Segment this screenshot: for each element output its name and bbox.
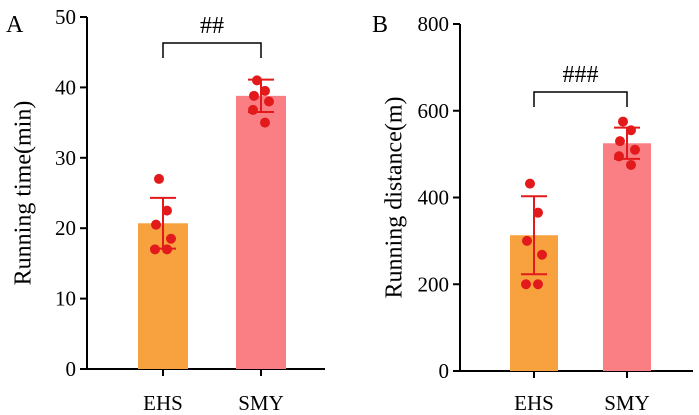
data-point (260, 117, 270, 128)
data-point (533, 279, 543, 290)
data-point (162, 205, 172, 216)
data-point (260, 85, 270, 96)
data-point (162, 244, 172, 255)
data-point (525, 178, 535, 189)
panel-label: A (6, 12, 24, 38)
x-tick-label: SMY (604, 391, 650, 415)
data-point (249, 90, 259, 101)
data-point (522, 235, 532, 246)
y-tick-label: 50 (55, 5, 76, 29)
data-point (154, 173, 164, 184)
y-tick-label: 200 (418, 272, 450, 296)
y-tick-label: 10 (55, 287, 76, 311)
significance-label: ## (200, 13, 224, 39)
data-point (618, 116, 628, 127)
y-axis-label: Running time(min) (10, 101, 36, 286)
y-tick-label: 800 (418, 12, 450, 36)
panel-label: B (372, 12, 388, 38)
data-point (533, 207, 543, 218)
y-tick-label: 20 (55, 216, 76, 240)
data-point (252, 75, 262, 86)
data-point (166, 233, 176, 244)
data-point (614, 151, 624, 162)
bar-smy (603, 143, 651, 371)
significance-bracket (533, 91, 628, 107)
y-axis-label: Running distance(m) (381, 97, 407, 299)
bar-smy (236, 95, 286, 370)
data-point (264, 96, 274, 107)
data-point (630, 144, 640, 155)
panel-a: A 0 10 20 30 40 50 Running time(min) EHS SMY ## (6, 5, 325, 415)
y-tick-label: 30 (55, 146, 76, 170)
data-point (521, 279, 531, 290)
data-point (537, 249, 547, 260)
significance-label: ### (563, 62, 599, 88)
data-point (626, 159, 636, 170)
data-point (615, 136, 625, 147)
panel-b: B 0 200 400 600 800 Running distance(m) EHS SMY #… (372, 12, 693, 415)
y-tick-label: 40 (55, 75, 76, 99)
y-tick-label: 400 (418, 186, 450, 210)
x-tick-label: SMY (238, 391, 284, 415)
y-tick-label: 600 (418, 99, 450, 123)
x-tick-label: EHS (143, 391, 183, 415)
y-tick-label: 0 (439, 359, 450, 383)
x-tick-label: EHS (514, 391, 554, 415)
data-point (151, 219, 161, 230)
significance-bracket (162, 42, 262, 58)
data-point (150, 244, 160, 255)
y-tick-label: 0 (66, 357, 77, 381)
data-point (626, 125, 636, 136)
data-point (248, 104, 258, 115)
